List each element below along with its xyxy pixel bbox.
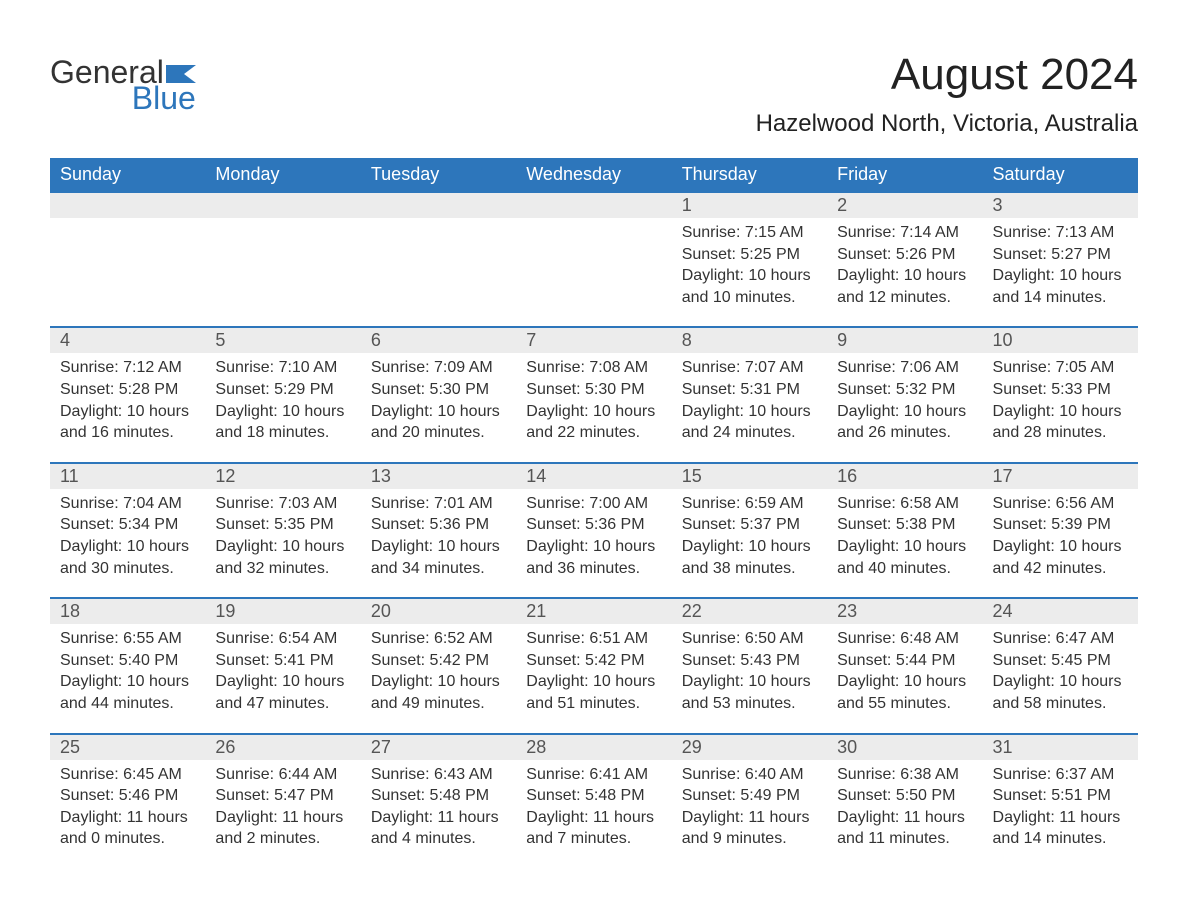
- day-number-cell: 17: [983, 463, 1138, 489]
- detail-row: Sunrise: 6:55 AMSunset: 5:40 PMDaylight:…: [50, 624, 1138, 733]
- day-detail-cell: Sunrise: 6:56 AMSunset: 5:39 PMDaylight:…: [983, 489, 1138, 598]
- weekday-header: Thursday: [672, 158, 827, 192]
- day-detail-cell: [361, 218, 516, 327]
- day-detail-cell: [205, 218, 360, 327]
- day-detail-cell: Sunrise: 6:43 AMSunset: 5:48 PMDaylight:…: [361, 760, 516, 868]
- day-number-cell: 6: [361, 327, 516, 353]
- weekday-header: Wednesday: [516, 158, 671, 192]
- day-detail-cell: Sunrise: 6:58 AMSunset: 5:38 PMDaylight:…: [827, 489, 982, 598]
- day-detail-cell: Sunrise: 6:37 AMSunset: 5:51 PMDaylight:…: [983, 760, 1138, 868]
- day-detail-cell: Sunrise: 7:05 AMSunset: 5:33 PMDaylight:…: [983, 353, 1138, 462]
- day-detail-cell: Sunrise: 7:06 AMSunset: 5:32 PMDaylight:…: [827, 353, 982, 462]
- weekday-header: Sunday: [50, 158, 205, 192]
- month-title: August 2024: [756, 50, 1138, 100]
- day-detail-cell: Sunrise: 6:54 AMSunset: 5:41 PMDaylight:…: [205, 624, 360, 733]
- day-number-cell: 22: [672, 598, 827, 624]
- day-number-cell: 19: [205, 598, 360, 624]
- day-detail-cell: Sunrise: 7:01 AMSunset: 5:36 PMDaylight:…: [361, 489, 516, 598]
- detail-row: Sunrise: 7:12 AMSunset: 5:28 PMDaylight:…: [50, 353, 1138, 462]
- day-number-cell: 29: [672, 734, 827, 760]
- weekday-header: Tuesday: [361, 158, 516, 192]
- day-detail-cell: Sunrise: 7:10 AMSunset: 5:29 PMDaylight:…: [205, 353, 360, 462]
- day-detail-cell: Sunrise: 6:44 AMSunset: 5:47 PMDaylight:…: [205, 760, 360, 868]
- daynum-row: 45678910: [50, 327, 1138, 353]
- day-number-cell: 23: [827, 598, 982, 624]
- day-detail-cell: Sunrise: 6:55 AMSunset: 5:40 PMDaylight:…: [50, 624, 205, 733]
- day-detail-cell: Sunrise: 6:50 AMSunset: 5:43 PMDaylight:…: [672, 624, 827, 733]
- day-number-cell: [50, 192, 205, 218]
- day-detail-cell: Sunrise: 7:12 AMSunset: 5:28 PMDaylight:…: [50, 353, 205, 462]
- header: General Blue August 2024 Hazelwood North…: [50, 50, 1138, 152]
- day-detail-cell: Sunrise: 6:45 AMSunset: 5:46 PMDaylight:…: [50, 760, 205, 868]
- day-number-cell: 14: [516, 463, 671, 489]
- day-number-cell: 12: [205, 463, 360, 489]
- weekday-header: Friday: [827, 158, 982, 192]
- calendar-table: SundayMondayTuesdayWednesdayThursdayFrid…: [50, 158, 1138, 868]
- weekday-header: Monday: [205, 158, 360, 192]
- day-detail-cell: Sunrise: 6:48 AMSunset: 5:44 PMDaylight:…: [827, 624, 982, 733]
- day-detail-cell: Sunrise: 7:08 AMSunset: 5:30 PMDaylight:…: [516, 353, 671, 462]
- day-detail-cell: Sunrise: 7:00 AMSunset: 5:36 PMDaylight:…: [516, 489, 671, 598]
- day-number-cell: [516, 192, 671, 218]
- day-number-cell: 16: [827, 463, 982, 489]
- day-detail-cell: [516, 218, 671, 327]
- day-number-cell: 2: [827, 192, 982, 218]
- day-detail-cell: Sunrise: 7:03 AMSunset: 5:35 PMDaylight:…: [205, 489, 360, 598]
- day-detail-cell: Sunrise: 6:52 AMSunset: 5:42 PMDaylight:…: [361, 624, 516, 733]
- day-number-cell: 1: [672, 192, 827, 218]
- detail-row: Sunrise: 7:04 AMSunset: 5:34 PMDaylight:…: [50, 489, 1138, 598]
- day-number-cell: 24: [983, 598, 1138, 624]
- day-detail-cell: Sunrise: 6:47 AMSunset: 5:45 PMDaylight:…: [983, 624, 1138, 733]
- day-number-cell: 25: [50, 734, 205, 760]
- day-number-cell: 21: [516, 598, 671, 624]
- daynum-row: 123: [50, 192, 1138, 218]
- day-number-cell: 30: [827, 734, 982, 760]
- day-number-cell: [361, 192, 516, 218]
- location: Hazelwood North, Victoria, Australia: [756, 110, 1138, 138]
- detail-row: Sunrise: 6:45 AMSunset: 5:46 PMDaylight:…: [50, 760, 1138, 868]
- day-detail-cell: Sunrise: 6:41 AMSunset: 5:48 PMDaylight:…: [516, 760, 671, 868]
- detail-row: Sunrise: 7:15 AMSunset: 5:25 PMDaylight:…: [50, 218, 1138, 327]
- day-number-cell: 27: [361, 734, 516, 760]
- weekday-header-row: SundayMondayTuesdayWednesdayThursdayFrid…: [50, 158, 1138, 192]
- brand-logo: General Blue: [50, 50, 196, 114]
- brand-text: General Blue: [50, 56, 196, 114]
- day-number-cell: 4: [50, 327, 205, 353]
- day-number-cell: 18: [50, 598, 205, 624]
- day-detail-cell: Sunrise: 7:04 AMSunset: 5:34 PMDaylight:…: [50, 489, 205, 598]
- title-block: August 2024 Hazelwood North, Victoria, A…: [756, 50, 1138, 152]
- day-number-cell: [205, 192, 360, 218]
- day-number-cell: 11: [50, 463, 205, 489]
- day-number-cell: 9: [827, 327, 982, 353]
- day-detail-cell: Sunrise: 7:09 AMSunset: 5:30 PMDaylight:…: [361, 353, 516, 462]
- daynum-row: 18192021222324: [50, 598, 1138, 624]
- day-detail-cell: Sunrise: 7:07 AMSunset: 5:31 PMDaylight:…: [672, 353, 827, 462]
- weekday-header: Saturday: [983, 158, 1138, 192]
- day-detail-cell: Sunrise: 7:13 AMSunset: 5:27 PMDaylight:…: [983, 218, 1138, 327]
- day-number-cell: 26: [205, 734, 360, 760]
- day-detail-cell: Sunrise: 6:40 AMSunset: 5:49 PMDaylight:…: [672, 760, 827, 868]
- day-number-cell: 5: [205, 327, 360, 353]
- day-number-cell: 10: [983, 327, 1138, 353]
- day-detail-cell: Sunrise: 6:51 AMSunset: 5:42 PMDaylight:…: [516, 624, 671, 733]
- day-number-cell: 3: [983, 192, 1138, 218]
- day-number-cell: 8: [672, 327, 827, 353]
- day-detail-cell: Sunrise: 6:59 AMSunset: 5:37 PMDaylight:…: [672, 489, 827, 598]
- day-detail-cell: [50, 218, 205, 327]
- day-number-cell: 31: [983, 734, 1138, 760]
- day-detail-cell: Sunrise: 7:14 AMSunset: 5:26 PMDaylight:…: [827, 218, 982, 327]
- day-detail-cell: Sunrise: 7:15 AMSunset: 5:25 PMDaylight:…: [672, 218, 827, 327]
- day-number-cell: 7: [516, 327, 671, 353]
- day-number-cell: 20: [361, 598, 516, 624]
- daynum-row: 11121314151617: [50, 463, 1138, 489]
- daynum-row: 25262728293031: [50, 734, 1138, 760]
- day-number-cell: 15: [672, 463, 827, 489]
- day-number-cell: 28: [516, 734, 671, 760]
- day-detail-cell: Sunrise: 6:38 AMSunset: 5:50 PMDaylight:…: [827, 760, 982, 868]
- day-number-cell: 13: [361, 463, 516, 489]
